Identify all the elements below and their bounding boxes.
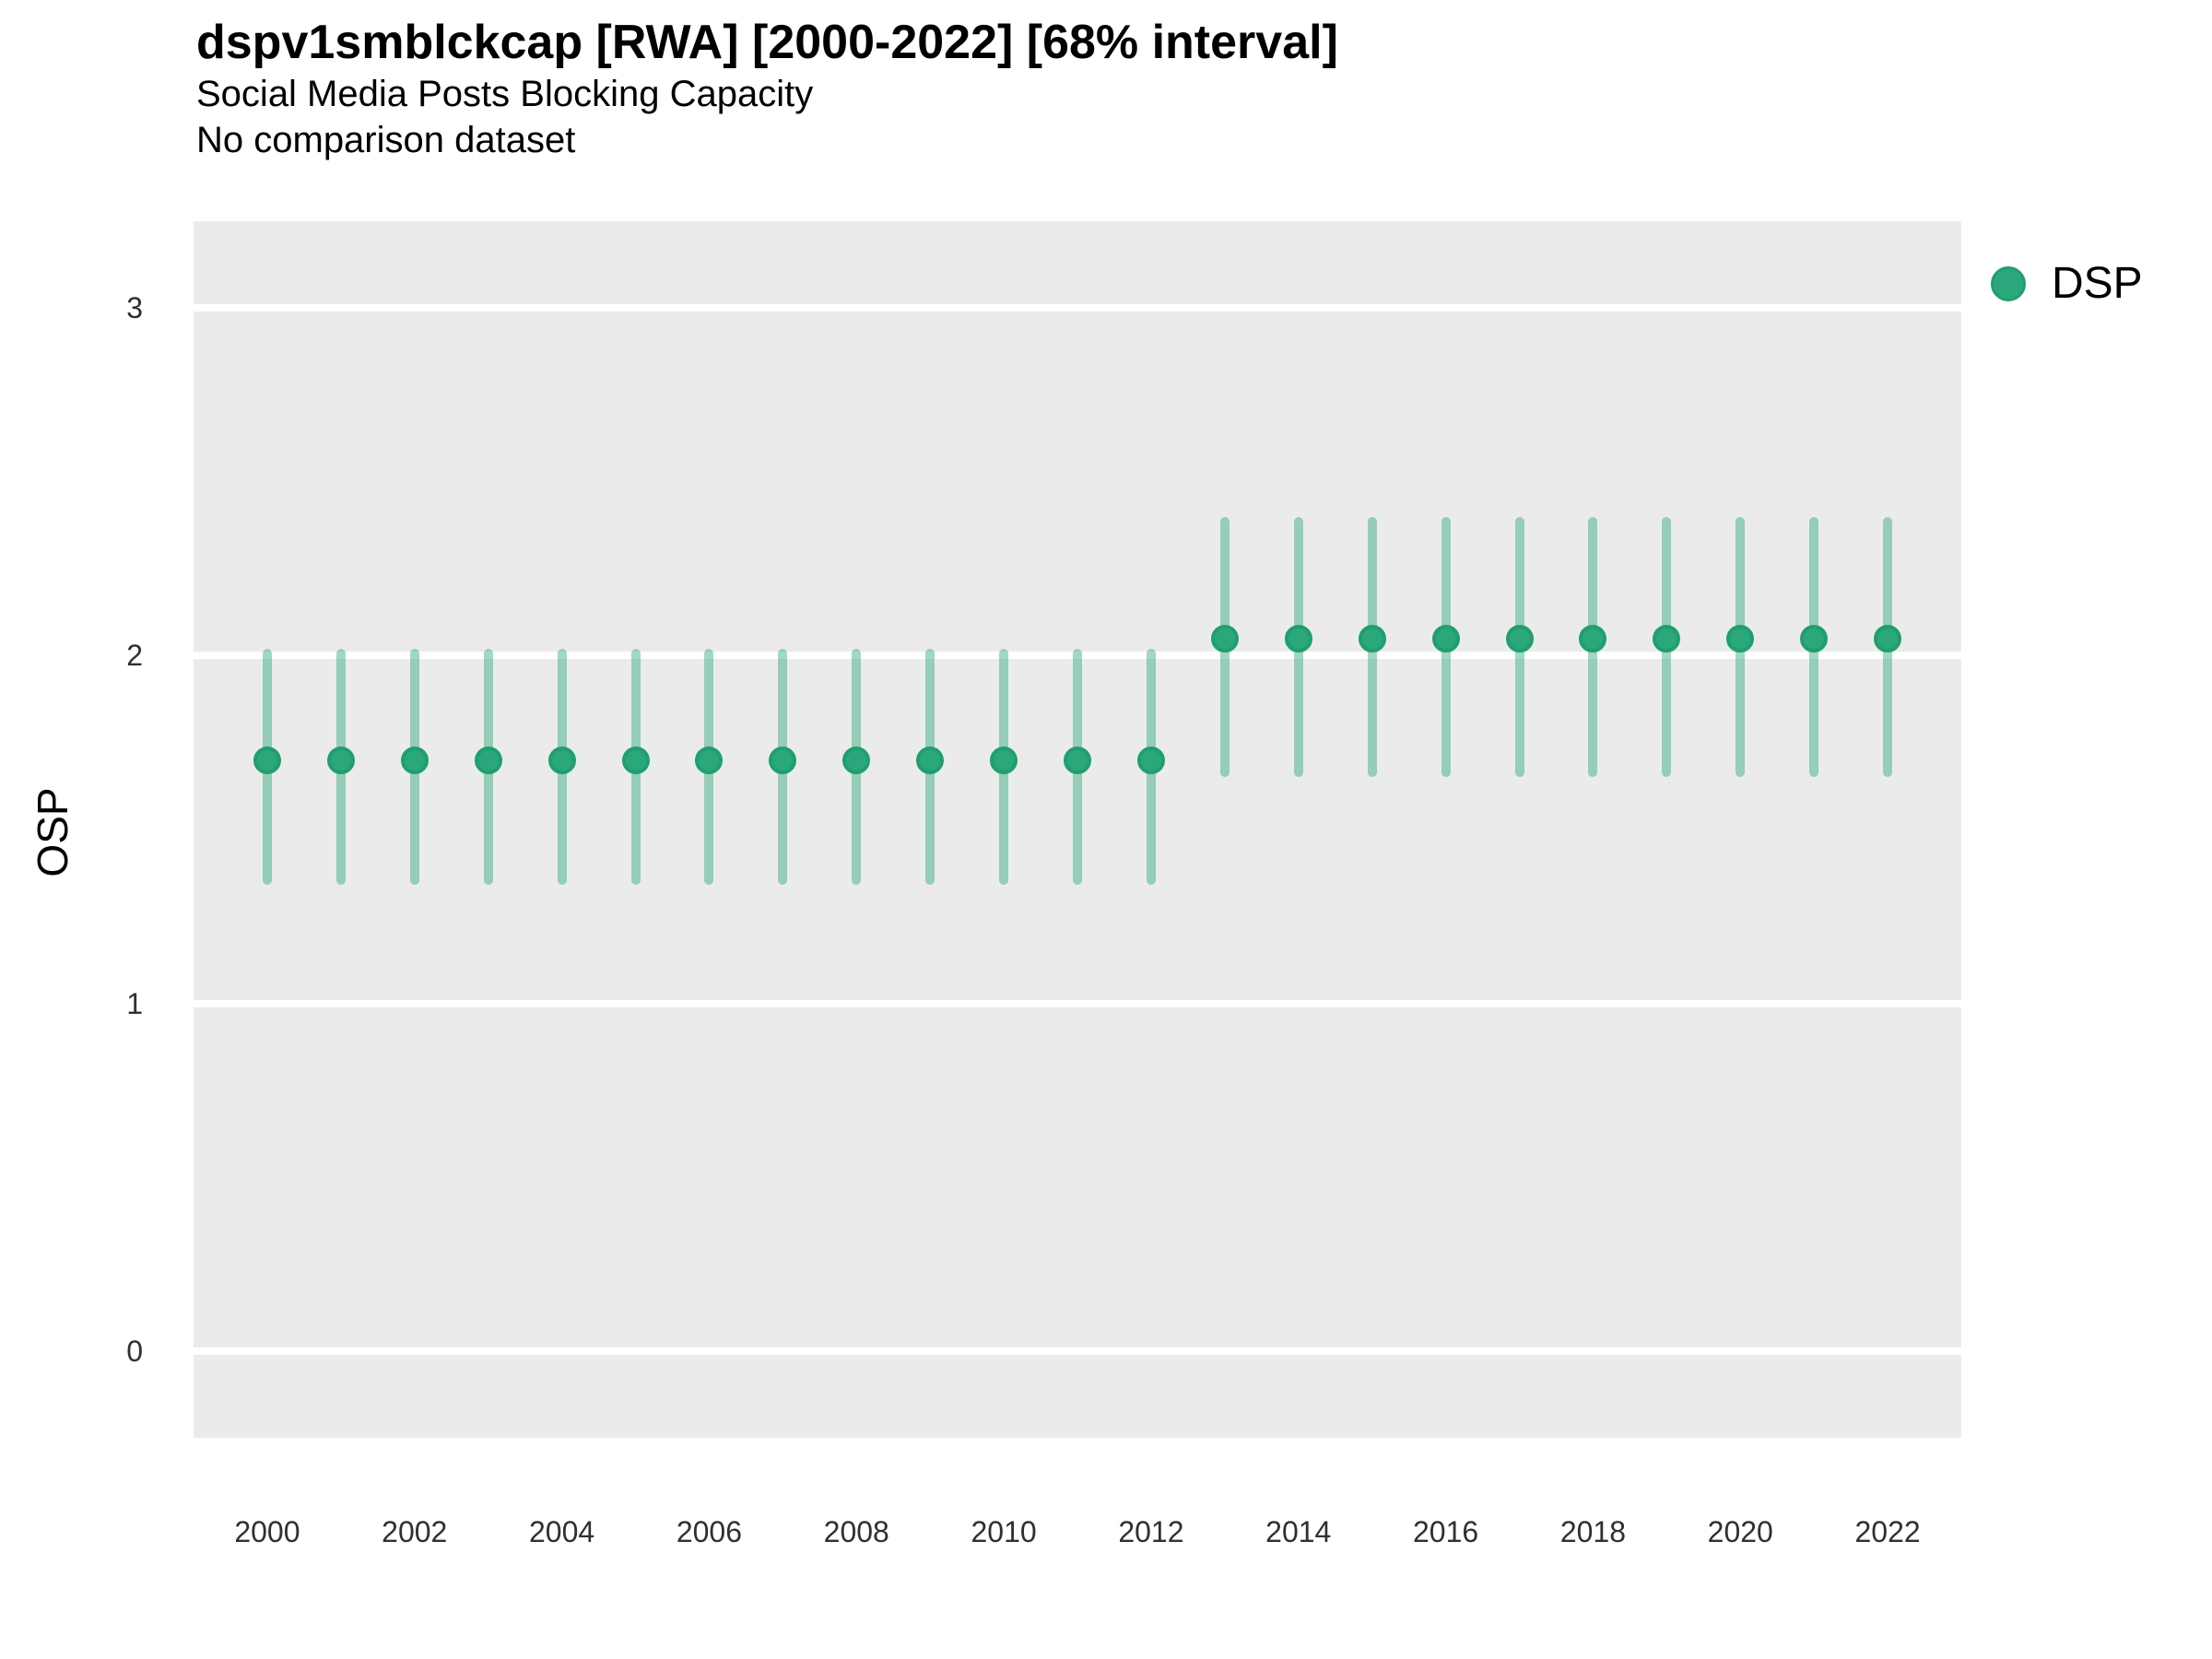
data-point-2009 bbox=[916, 746, 945, 774]
chart-title: dspv1smblckcap [RWA] [2000-2022] [68% in… bbox=[196, 16, 1338, 69]
data-point-2008 bbox=[842, 746, 871, 774]
x-tick-label-2012: 2012 bbox=[1118, 1515, 1184, 1548]
data-point-2010 bbox=[990, 746, 1018, 774]
data-point-2021 bbox=[1800, 624, 1829, 653]
data-point-2007 bbox=[769, 746, 797, 774]
data-point-2016 bbox=[1431, 624, 1460, 653]
x-tick-label-2006: 2006 bbox=[676, 1515, 742, 1548]
x-tick-label-2016: 2016 bbox=[1412, 1515, 1479, 1548]
x-tick-label-2010: 2010 bbox=[971, 1515, 1037, 1548]
gridline-y-0 bbox=[194, 1347, 1961, 1355]
data-point-2011 bbox=[1064, 746, 1091, 774]
x-tick-label-2002: 2002 bbox=[382, 1515, 448, 1548]
data-point-2019 bbox=[1653, 624, 1681, 653]
gridline-y-3 bbox=[194, 304, 1961, 312]
legend-label: DSP bbox=[2052, 259, 2143, 308]
chart-subtitle: Social Media Posts Blocking Capacity bbox=[196, 74, 814, 114]
y-axis-label: OSP bbox=[29, 787, 76, 877]
x-tick-label-2014: 2014 bbox=[1265, 1515, 1332, 1548]
data-point-2014 bbox=[1284, 624, 1312, 653]
gridline-y-1 bbox=[194, 999, 1961, 1007]
x-tick-label-2000: 2000 bbox=[234, 1515, 300, 1548]
data-point-2002 bbox=[400, 746, 429, 774]
legend: DSP bbox=[1991, 258, 2143, 309]
data-point-2001 bbox=[326, 746, 355, 774]
data-point-2020 bbox=[1726, 624, 1755, 653]
x-tick-label-2022: 2022 bbox=[1854, 1515, 1921, 1548]
x-tick-label-2018: 2018 bbox=[1559, 1515, 1626, 1548]
y-tick-label-2: 2 bbox=[126, 639, 143, 673]
data-point-2003 bbox=[474, 746, 502, 774]
x-tick-label-2004: 2004 bbox=[528, 1515, 595, 1548]
y-tick-label-0: 0 bbox=[126, 1334, 143, 1368]
x-tick-label-2020: 2020 bbox=[1707, 1515, 1773, 1548]
gridline-y-2 bbox=[194, 652, 1961, 660]
data-point-2015 bbox=[1358, 624, 1386, 653]
plot-panel bbox=[194, 221, 1961, 1438]
legend-point-icon bbox=[1991, 265, 2026, 301]
data-point-2006 bbox=[695, 746, 724, 774]
data-point-2004 bbox=[547, 746, 576, 774]
data-point-2018 bbox=[1579, 624, 1607, 653]
y-tick-label-1: 1 bbox=[126, 986, 143, 1020]
data-point-2017 bbox=[1505, 624, 1534, 653]
data-point-2000 bbox=[253, 746, 281, 774]
data-point-2005 bbox=[621, 746, 650, 774]
x-tick-label-2008: 2008 bbox=[823, 1515, 889, 1548]
data-point-2022 bbox=[1874, 624, 1902, 653]
data-point-2012 bbox=[1136, 746, 1165, 774]
chart-note: No comparison dataset bbox=[196, 120, 576, 160]
y-tick-label-3: 3 bbox=[126, 291, 143, 325]
data-point-2013 bbox=[1210, 624, 1239, 653]
